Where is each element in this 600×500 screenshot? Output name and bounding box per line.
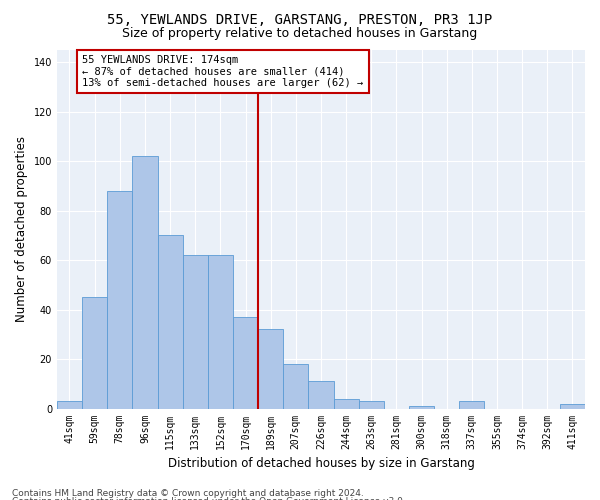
Text: Contains HM Land Registry data © Crown copyright and database right 2024.: Contains HM Land Registry data © Crown c… (12, 488, 364, 498)
Bar (334, 398, 359, 408)
Bar (107, 191, 133, 408)
Text: 55, YEWLANDS DRIVE, GARSTANG, PRESTON, PR3 1JP: 55, YEWLANDS DRIVE, GARSTANG, PRESTON, P… (107, 12, 493, 26)
Y-axis label: Number of detached properties: Number of detached properties (15, 136, 28, 322)
Bar (359, 401, 384, 408)
Bar (158, 236, 182, 408)
Text: Size of property relative to detached houses in Garstang: Size of property relative to detached ho… (122, 28, 478, 40)
Text: Contains public sector information licensed under the Open Government Licence v3: Contains public sector information licen… (12, 497, 406, 500)
Bar (57, 401, 82, 408)
Bar (133, 156, 158, 408)
Bar (208, 255, 233, 408)
Bar (233, 317, 258, 408)
Bar (409, 406, 434, 408)
Bar (560, 404, 585, 408)
Bar (283, 364, 308, 408)
Bar (308, 382, 334, 408)
Bar (82, 298, 107, 408)
Bar (258, 330, 283, 408)
X-axis label: Distribution of detached houses by size in Garstang: Distribution of detached houses by size … (167, 457, 475, 470)
Bar (182, 255, 208, 408)
Text: 55 YEWLANDS DRIVE: 174sqm
← 87% of detached houses are smaller (414)
13% of semi: 55 YEWLANDS DRIVE: 174sqm ← 87% of detac… (82, 55, 364, 88)
Bar (459, 401, 484, 408)
